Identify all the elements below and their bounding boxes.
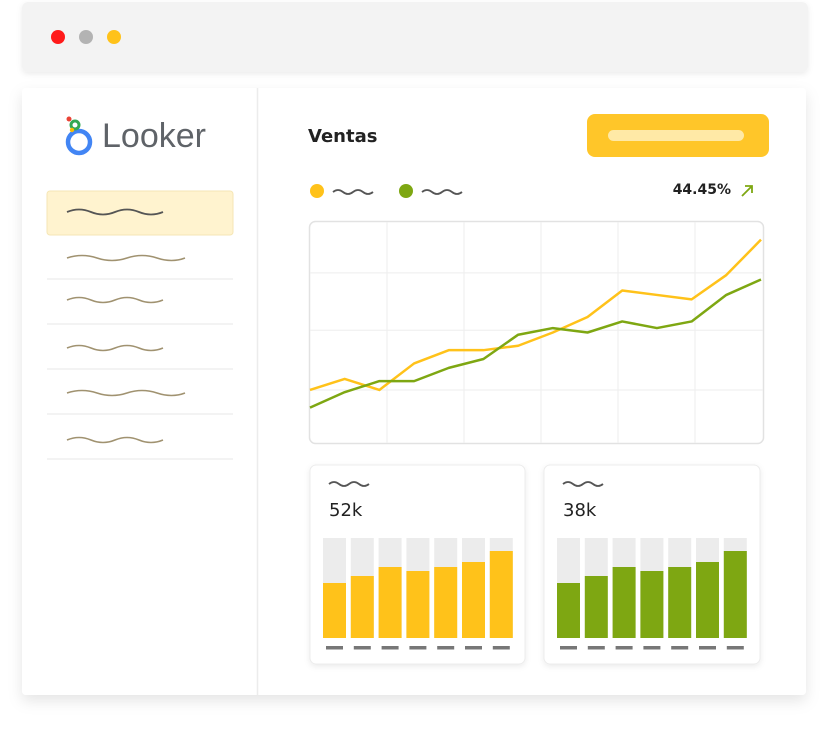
- bar-label: [615, 646, 633, 650]
- panel-title: Ventas: [308, 126, 377, 147]
- app-title: Looker: [102, 117, 206, 155]
- bar: [557, 583, 580, 638]
- bar-label: [699, 646, 716, 650]
- bar-label: [587, 646, 605, 650]
- line-chart: [309, 238, 763, 409]
- trend-arrow: [741, 185, 753, 197]
- bar: [350, 576, 374, 638]
- vertical-grid: [386, 222, 696, 443]
- bar: [406, 571, 430, 638]
- bar-charts: [323, 538, 747, 650]
- change-value: 44.45%: [673, 182, 731, 198]
- bar: [462, 562, 485, 638]
- bar: [489, 551, 513, 638]
- bar: [612, 567, 636, 638]
- bar: [378, 567, 402, 638]
- card-value: 38k: [563, 500, 597, 521]
- nav-separators: [47, 278, 233, 460]
- nav-label: [66, 208, 164, 216]
- bar: [640, 571, 664, 638]
- card-label: [328, 481, 370, 487]
- bar: [584, 576, 608, 638]
- bar: [723, 551, 747, 638]
- bar-label: [560, 646, 577, 650]
- legend-label: [421, 189, 463, 195]
- bar: [434, 567, 458, 638]
- button-label: [608, 130, 744, 141]
- bar-label: [409, 646, 427, 650]
- legend-dot: [310, 184, 324, 198]
- browser-bar: [22, 2, 808, 72]
- bar-label: [492, 646, 510, 650]
- line-chart-frame: [308, 220, 765, 445]
- bar-label: [326, 646, 343, 650]
- bar: [323, 583, 346, 638]
- bar-label: [671, 646, 689, 650]
- legend-label: [332, 189, 374, 195]
- card-value: 52k: [329, 500, 363, 521]
- max-dot[interactable]: [107, 30, 121, 44]
- bar-label: [465, 646, 482, 650]
- legend: [310, 184, 463, 198]
- logo-icon: [65, 116, 93, 156]
- line-series: [309, 278, 762, 409]
- bar-label: [726, 646, 744, 650]
- bar-label: [353, 646, 371, 650]
- bar-label: [381, 646, 399, 650]
- card-label: [562, 481, 604, 487]
- nav-items[interactable]: [66, 254, 186, 444]
- min-dot[interactable]: [79, 30, 93, 44]
- legend-dot: [399, 184, 413, 198]
- bar-label: [643, 646, 661, 650]
- close-dot[interactable]: [51, 30, 65, 44]
- line-series: [309, 238, 762, 392]
- bar: [696, 562, 719, 638]
- bar-label: [437, 646, 455, 650]
- bar: [668, 567, 692, 638]
